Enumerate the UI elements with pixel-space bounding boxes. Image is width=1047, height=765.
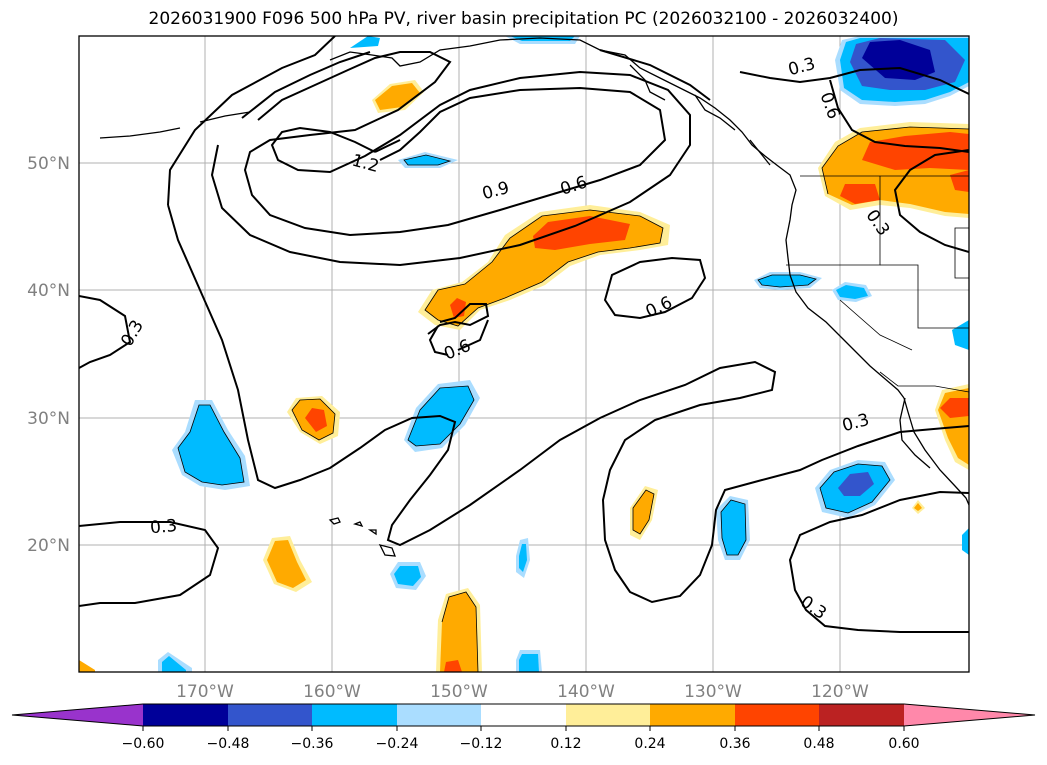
lat-label: 30°N [27,409,70,429]
pv-contours [79,36,969,633]
shading-boundaries [177,126,969,672]
colorbar-tick-label: −0.60 [122,736,165,752]
longitude-labels: 170°W 160°W 150°W 140°W 130°W 120°W [176,682,869,702]
lat-label: 20°N [27,536,70,556]
colorbar-segment [143,704,228,726]
colorbar-tick-label: 0.24 [634,736,665,752]
lat-label: 40°N [27,281,70,301]
lon-label: 130°W [684,682,742,702]
political-borders [786,175,969,393]
colorbar-tick-label: 0.48 [803,736,834,752]
lon-label: 120°W [811,682,869,702]
colorbar-right-extension [904,704,1035,726]
coastlines [99,37,969,557]
colorbar-tick-label: −0.48 [207,736,250,752]
colorbar-tick-label: 0.60 [888,736,919,752]
colorbar-ticks [142,726,905,731]
map-frame [78,35,970,673]
latitude-labels: 50°N 40°N 30°N 20°N [27,154,70,556]
precip-negative-shading [158,36,969,672]
colorbar-tick-label: −0.12 [460,736,503,752]
colorbar-segment [228,704,312,726]
colorbar: −0.60 −0.48 −0.36 −0.24 −0.12 0.12 0.24 … [11,703,1036,752]
map-title: 2026031900 F096 500 hPa PV, river basin … [148,9,899,29]
colorbar-segment [819,704,904,726]
colorbar-segment [312,704,397,726]
colorbar-segment [650,704,735,726]
colorbar-tick-label: −0.36 [291,736,334,752]
colorbar-segment [566,704,650,726]
colorbar-segment [735,704,819,726]
lon-label: 140°W [557,682,615,702]
lon-label: 150°W [430,682,488,702]
lon-label: 170°W [176,682,234,702]
colorbar-segment [481,704,566,726]
colorbar-left-extension [12,704,143,726]
lat-label: 50°N [27,154,70,174]
colorbar-tick-label: 0.36 [719,736,750,752]
contour-label: 0.3 [149,516,178,538]
colorbar-segment [397,704,481,726]
colorbar-tick-label: −0.24 [376,736,419,752]
colorbar-tick-label: 0.12 [550,736,581,752]
lon-label: 160°W [303,682,361,702]
